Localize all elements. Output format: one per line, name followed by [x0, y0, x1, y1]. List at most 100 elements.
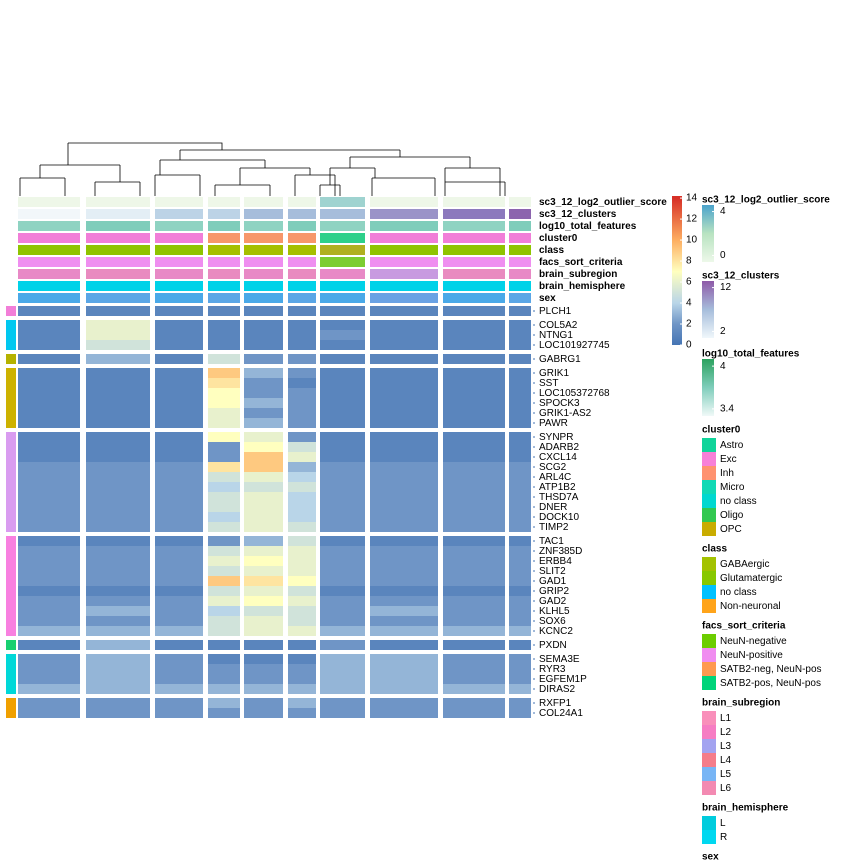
heatmap-cell [18, 330, 80, 340]
legend-label: L1 [720, 713, 732, 724]
heatmap-cell [320, 472, 365, 482]
heatmap-cell [18, 556, 80, 566]
annotation-cell [86, 245, 150, 255]
legend-tick-label: 12 [720, 282, 732, 293]
colorbar-tick-label: 4 [686, 298, 692, 309]
annotation-cell [288, 209, 316, 219]
heatmap-cell [509, 626, 531, 636]
heatmap-cell [370, 418, 438, 428]
annotation-cell [155, 221, 203, 231]
legend-label: no class [720, 496, 757, 507]
heatmap-cell [244, 640, 283, 650]
heatmap-cell [370, 482, 438, 492]
heatmap-cell [320, 368, 365, 378]
annotation-cell [155, 269, 203, 279]
annotation-cell [320, 197, 365, 207]
heatmap-cell [18, 512, 80, 522]
heatmap-cell [244, 664, 283, 674]
heatmap-cell [18, 586, 80, 596]
annotation-cell [370, 269, 438, 279]
heatmap-cell [320, 546, 365, 556]
heatmap-cell [208, 462, 240, 472]
heatmap-cell [320, 432, 365, 442]
gene-label: SPOCK3 [539, 398, 580, 409]
heatmap-cell [86, 442, 150, 452]
heatmap-cell [18, 354, 80, 364]
heatmap-cell [155, 616, 203, 626]
heatmap-cell [320, 606, 365, 616]
heatmap-cell [288, 472, 316, 482]
heatmap-cell [86, 698, 150, 708]
annotation-cell [370, 221, 438, 231]
annotation-cell [370, 245, 438, 255]
heatmap-cell [86, 586, 150, 596]
heatmap-cell [370, 408, 438, 418]
heatmap-cell [443, 626, 505, 636]
heatmap-cell [288, 664, 316, 674]
annotation-cell [370, 293, 438, 303]
heatmap-cell [208, 482, 240, 492]
heatmap-cell [320, 452, 365, 462]
heatmap-cell [18, 596, 80, 606]
heatmap-cell [320, 512, 365, 522]
heatmap-cell [370, 442, 438, 452]
heatmap-cell [18, 674, 80, 684]
row-group-bar [6, 368, 16, 428]
annotation-cell [208, 221, 240, 231]
heatmap-cell [86, 378, 150, 388]
legend-swatch [702, 676, 716, 690]
annotation-cell [86, 257, 150, 267]
heatmap-cell [370, 566, 438, 576]
heatmap-cell [443, 664, 505, 674]
heatmap-cell [288, 462, 316, 472]
legend-label: NeuN-positive [720, 650, 783, 661]
heatmap-cell [320, 536, 365, 546]
annotation-cell [208, 209, 240, 219]
gene-label: DOCK10 [539, 512, 579, 523]
heatmap-cell [320, 418, 365, 428]
legend-swatch [702, 438, 716, 452]
heatmap-cell [18, 388, 80, 398]
heatmap-cell [320, 492, 365, 502]
heatmap-cell [155, 462, 203, 472]
legend-tick-label: 0 [720, 250, 726, 261]
heatmap-cell [443, 698, 505, 708]
annotation-cell [443, 269, 505, 279]
heatmap-cell [155, 492, 203, 502]
heatmap-cell [86, 606, 150, 616]
annotation-cell [244, 233, 283, 243]
gene-label: EGFEM1P [539, 674, 587, 685]
heatmap-cell [208, 368, 240, 378]
heatmap-cell [208, 330, 240, 340]
annotation-cell [155, 257, 203, 267]
heatmap-cell [208, 674, 240, 684]
annotation-cell [208, 233, 240, 243]
heatmap-cell [86, 502, 150, 512]
gene-label: SLIT2 [539, 566, 566, 577]
annotation-cell [370, 233, 438, 243]
legend-label: SATB2-neg, NeuN-pos [720, 664, 822, 675]
heatmap-cell [86, 640, 150, 650]
heatmap-cell [155, 586, 203, 596]
heatmap-cell [370, 576, 438, 586]
annotation-cell [155, 281, 203, 291]
heatmap-cell [443, 596, 505, 606]
legend-label: Non-neuronal [720, 601, 781, 612]
legend-colorbar [702, 205, 714, 262]
row-group-bar [6, 654, 16, 694]
heatmap-cell [509, 576, 531, 586]
legend-label: L5 [720, 769, 732, 780]
heatmap-cell [18, 616, 80, 626]
legend-swatch [702, 816, 716, 830]
annotation-cell [244, 197, 283, 207]
heatmap-cell [509, 546, 531, 556]
heatmap-cell [509, 482, 531, 492]
heatmap-cell [155, 482, 203, 492]
heatmap-cell [86, 616, 150, 626]
gene-label: SYNPR [539, 432, 573, 443]
heatmap-cell [370, 556, 438, 566]
heatmap-cell [155, 522, 203, 532]
heatmap-cell [86, 452, 150, 462]
row-group-bar [6, 320, 16, 350]
annotation-cell [443, 245, 505, 255]
